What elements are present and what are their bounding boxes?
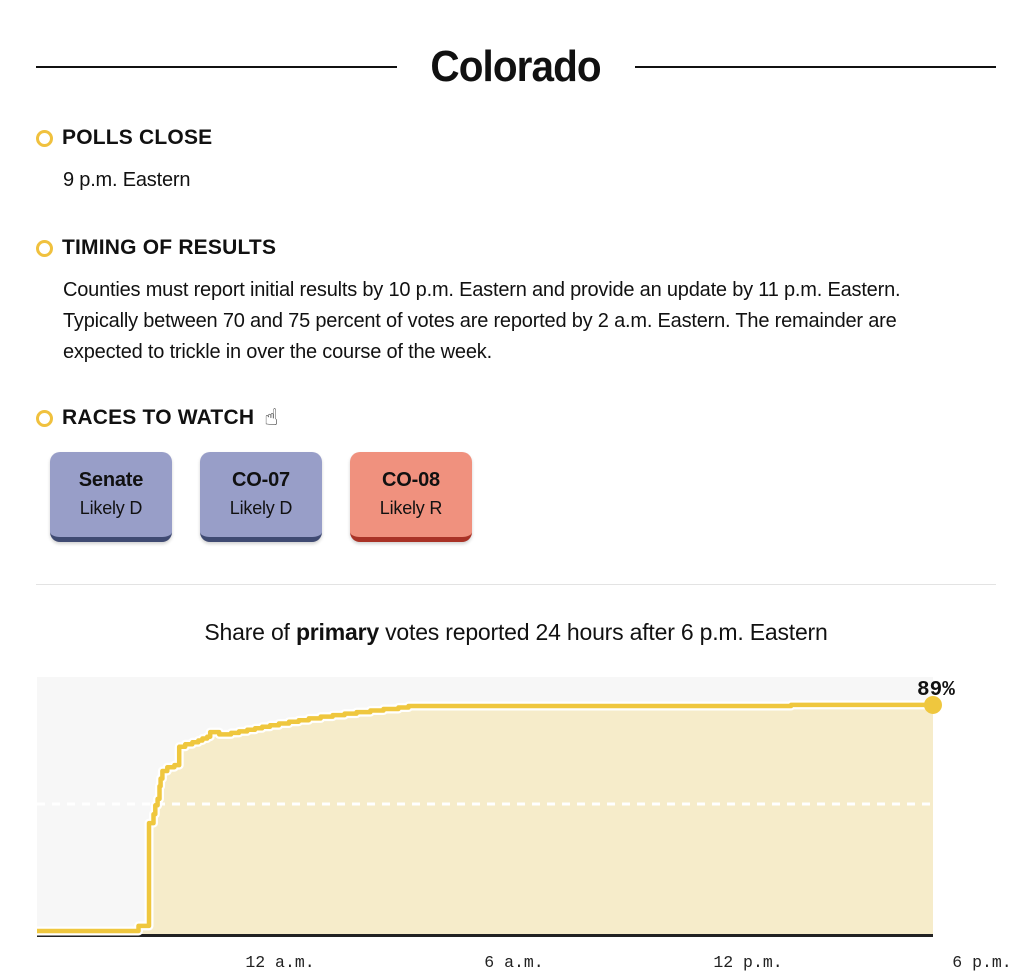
chart-area-fill: [37, 704, 933, 934]
timing-heading-row: TIMING OF RESULTS: [36, 236, 996, 260]
races-heading-row: RACES TO WATCH ☝: [36, 406, 996, 430]
section-races-to-watch: RACES TO WATCH ☝ Senate Likely D CO-07 L…: [36, 406, 996, 542]
x-tick-label: 6 a.m.: [484, 953, 543, 972]
polls-close-time: 9 p.m. Eastern: [63, 169, 191, 191]
title-rule-left: [36, 66, 398, 68]
timing-paragraph: Counties must report initial results by …: [63, 279, 901, 363]
chart-title-prefix: Share of: [204, 619, 296, 645]
bullet-ring-icon: [36, 129, 53, 147]
race-badge-row: Senate Likely D CO-07 Likely D CO-08 Lik…: [50, 452, 996, 542]
vote-share-chart-svg: 89% 12 a.m. 6 a.m. 12 p.m. 6 p.m.: [37, 677, 1012, 972]
chart-title: Share of primary votes reported 24 hours…: [36, 619, 996, 646]
state-guide-card: Colorado POLLS CLOSE 9 p.m. Eastern TIMI…: [36, 0, 997, 646]
end-value-label: 89%: [917, 679, 955, 702]
race-badge-co07[interactable]: CO-07 Likely D: [200, 452, 322, 542]
section-divider: [36, 584, 996, 585]
polls-close-heading: POLLS CLOSE: [62, 126, 213, 149]
races-heading: RACES TO WATCH: [62, 406, 255, 429]
x-tick-label: 12 p.m.: [713, 953, 782, 972]
polls-close-heading-row: POLLS CLOSE: [36, 126, 996, 150]
race-name: CO-08: [382, 469, 440, 491]
pointing-hand-icon: ☝: [264, 404, 279, 431]
race-rating: Likely D: [229, 498, 293, 518]
race-badge-co08[interactable]: CO-08 Likely R: [350, 452, 472, 542]
x-tick-label: 6 p.m.: [952, 953, 1011, 972]
end-point-dot: [924, 695, 942, 714]
section-timing-of-results: TIMING OF RESULTS Counties must report i…: [36, 236, 996, 368]
race-badge-senate[interactable]: Senate Likely D: [50, 452, 172, 542]
bullet-ring-icon: [36, 239, 53, 257]
vote-share-chart: 89% 12 a.m. 6 a.m. 12 p.m. 6 p.m.: [0, 664, 1032, 980]
race-rating: Likely R: [379, 498, 443, 518]
vote-share-step-line: [37, 702, 933, 934]
section-polls-close: POLLS CLOSE 9 p.m. Eastern: [36, 126, 996, 196]
race-name: CO-07: [232, 469, 290, 491]
race-name: Senate: [78, 469, 144, 491]
state-title-row: Colorado: [36, 0, 997, 92]
bullet-ring-icon: [36, 409, 53, 427]
chart-title-suffix: votes reported 24 hours after 6 p.m. Eas…: [378, 619, 828, 645]
race-rating: Likely D: [79, 498, 143, 518]
chart-title-bold-word: primary: [295, 619, 379, 645]
title-rule-right: [634, 66, 997, 68]
timing-heading: TIMING OF RESULTS: [62, 236, 277, 259]
page-title: Colorado: [430, 42, 602, 91]
x-tick-label: 12 a.m.: [245, 953, 314, 972]
